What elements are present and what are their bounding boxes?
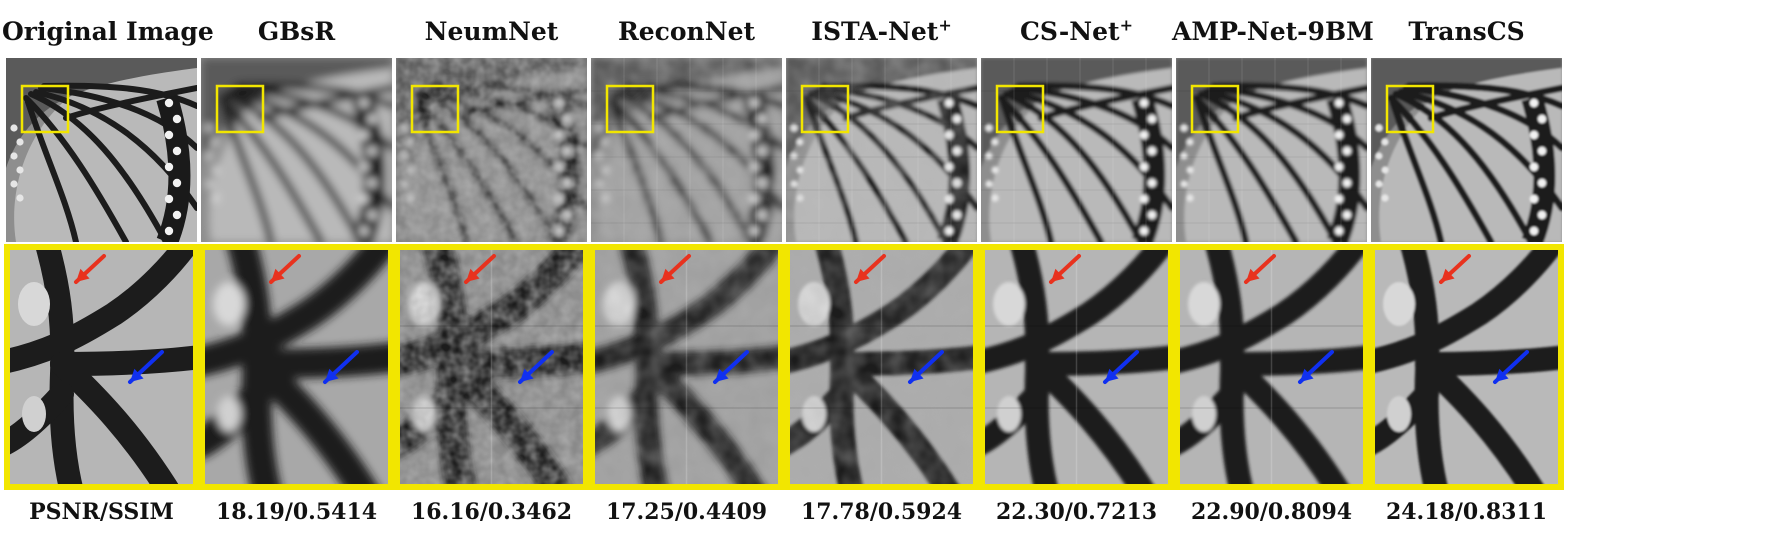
- overview-image-7: [1371, 58, 1562, 242]
- method-name: CS-Net: [1020, 17, 1120, 46]
- arrow-blue-icon: [713, 350, 749, 384]
- arrow-blue-icon: [1103, 350, 1139, 384]
- overview-image-5: [981, 58, 1172, 242]
- highlight-box: [1385, 84, 1435, 134]
- psnr-ssim-value: 17.78/0.5924: [800, 499, 963, 525]
- zoom-crop-4: [784, 244, 979, 490]
- highlight-box: [410, 84, 460, 134]
- overview-image-4: [786, 58, 977, 242]
- method-name: AMP-Net-9BM: [1172, 17, 1374, 46]
- overview-image-2: [396, 58, 587, 242]
- zoom-crop-0: [4, 244, 199, 490]
- psnr-ssim-value: 16.16/0.3462: [410, 499, 573, 525]
- arrow-red-icon: [659, 254, 691, 284]
- highlight-box: [800, 84, 850, 134]
- overview-image-6: [1176, 58, 1367, 242]
- psnr-ssim-value: 22.30/0.7213: [995, 499, 1158, 525]
- column-header-0: Original Image: [2, 6, 214, 58]
- zoom-crop-2: [394, 244, 589, 490]
- column-header-5: CS-Net+: [977, 6, 1176, 58]
- highlight-box: [20, 84, 70, 134]
- zoom-crop-5: [979, 244, 1174, 490]
- highlight-box: [1190, 84, 1240, 134]
- column-header-7: TransCS: [1367, 6, 1566, 58]
- column-header-4: ISTA-Net+: [782, 6, 981, 58]
- arrow-blue-icon: [323, 350, 359, 384]
- overview-image-3: [591, 58, 782, 242]
- method-name: GBsR: [257, 17, 336, 46]
- psnr-ssim-value: 18.19/0.5414: [215, 499, 378, 525]
- arrow-red-icon: [854, 254, 886, 284]
- arrow-red-icon: [269, 254, 301, 284]
- overview-image-1: [201, 58, 392, 242]
- highlight-box: [215, 84, 265, 134]
- arrow-blue-icon: [908, 350, 944, 384]
- psnr-ssim-value: PSNR/SSIM: [29, 499, 174, 525]
- method-name: NeumNet: [424, 17, 559, 46]
- column-header-2: NeumNet: [392, 6, 591, 58]
- method-name: Original Image: [2, 17, 214, 46]
- column-header-6: AMP-Net-9BM: [1172, 6, 1374, 58]
- arrow-red-icon: [1244, 254, 1276, 284]
- arrow-blue-icon: [518, 350, 554, 384]
- zoom-crop-7: [1369, 244, 1564, 490]
- column-header-1: GBsR: [197, 6, 396, 58]
- psnr-ssim-value: 17.25/0.4409: [605, 499, 768, 525]
- arrow-blue-icon: [1298, 350, 1334, 384]
- arrow-red-icon: [1439, 254, 1471, 284]
- psnr-ssim-value: 22.90/0.8094: [1190, 499, 1353, 525]
- arrow-blue-icon: [128, 350, 164, 384]
- arrow-red-icon: [1049, 254, 1081, 284]
- psnr-ssim-value: 24.18/0.8311: [1385, 499, 1548, 525]
- method-superscript: +: [938, 15, 952, 35]
- zoom-crop-1: [199, 244, 394, 490]
- method-superscript: +: [1119, 15, 1133, 35]
- column-header-3: ReconNet: [587, 6, 786, 58]
- method-name: ISTA-Net: [811, 17, 939, 46]
- highlight-box: [605, 84, 655, 134]
- method-name: TransCS: [1408, 17, 1525, 46]
- arrow-blue-icon: [1493, 350, 1529, 384]
- arrow-red-icon: [464, 254, 496, 284]
- arrow-red-icon: [74, 254, 106, 284]
- zoom-crop-6: [1174, 244, 1369, 490]
- zoom-crop-3: [589, 244, 784, 490]
- method-name: ReconNet: [617, 17, 756, 46]
- overview-image-0: [6, 58, 197, 242]
- highlight-box: [995, 84, 1045, 134]
